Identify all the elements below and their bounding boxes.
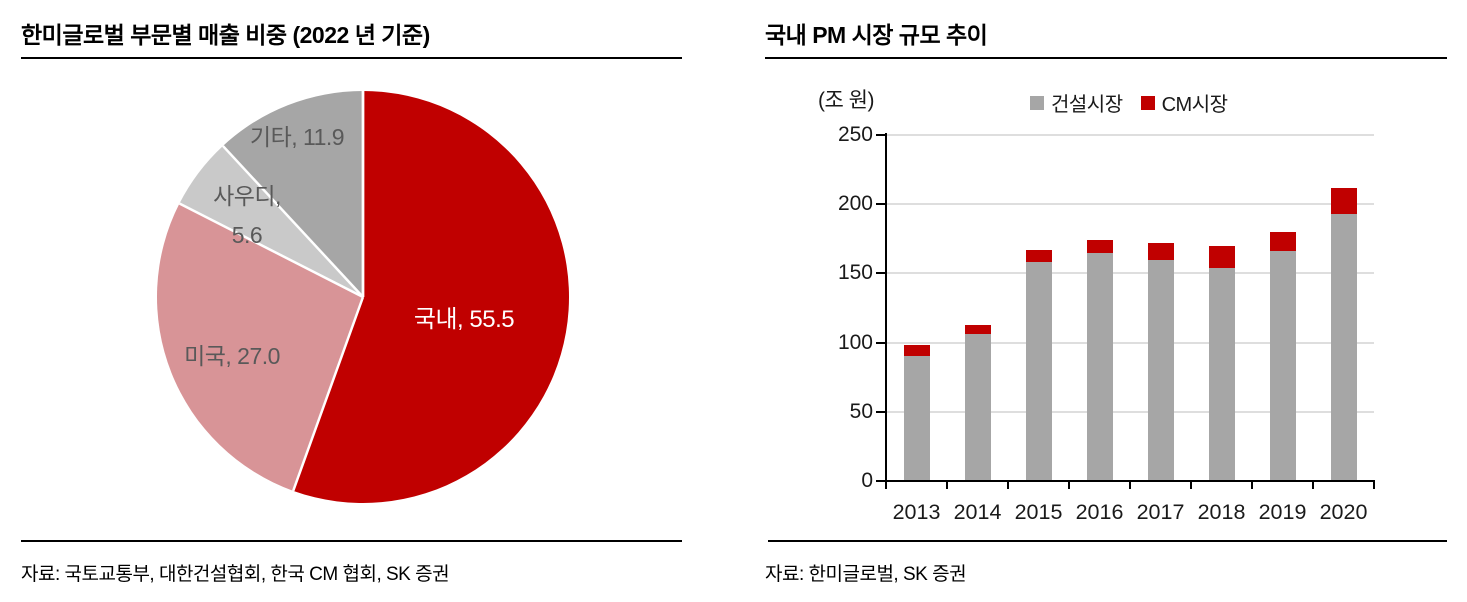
pie-slice-기타 — [222, 91, 363, 297]
pie-slice-국내 — [293, 91, 570, 503]
x-axis-tick — [1373, 482, 1375, 489]
bar-source-text: 자료: 한미글로벌, SK 증권 — [765, 564, 967, 585]
x-tick-label-2020: 2020 — [1319, 500, 1368, 524]
y-axis-labels: 0 50 100 150 200 250 — [785, 123, 873, 492]
pie-slice-사우디 — [179, 145, 363, 297]
bar-bottom-rule — [768, 540, 1447, 542]
y-axis-tick — [876, 480, 886, 482]
legend-swatch-cm — [1140, 95, 1155, 110]
x-axis-tick — [1007, 482, 1009, 489]
bar-construction-2017 — [1147, 259, 1174, 481]
x-axis-labels: 2013 2014 2015 2016 2017 2018 2019 2020 — [886, 499, 1374, 529]
bar-chart-legend: 건설시장 CM시장 — [1030, 88, 1228, 117]
x-tick-label-2015: 2015 — [1014, 500, 1063, 524]
y-tick-label-200: 200 — [837, 192, 873, 216]
x-axis-tick — [1129, 482, 1131, 489]
pie-chart — [156, 91, 570, 503]
bar-cm-2017 — [1147, 242, 1174, 260]
bar-construction-2020 — [1330, 213, 1357, 481]
x-axis-tick — [1312, 482, 1314, 489]
bar-construction-2018 — [1208, 267, 1235, 481]
pie-slice-separator — [222, 145, 364, 298]
bar-construction-2015 — [1025, 262, 1052, 481]
y-tick-label-250: 250 — [837, 123, 873, 146]
y-tick-label-50: 50 — [849, 399, 873, 423]
legend-swatch-construction — [1030, 95, 1044, 110]
bar-chart-title: 국내 PM 시장 규모 추이 — [765, 22, 988, 48]
gridline-50 — [886, 410, 1374, 413]
x-tick-label-2017: 2017 — [1136, 500, 1185, 524]
y-tick-label-0: 0 — [861, 469, 873, 492]
legend-label-construction: 건설시장 — [1051, 94, 1123, 116]
y-axis-tick — [876, 203, 886, 206]
y-axis-tick — [876, 410, 886, 413]
pie-chart-title: 한미글로벌 부문별 매출 비중 (2022 년 기준) — [21, 22, 430, 48]
legend-label-cm: CM시장 — [1161, 94, 1228, 116]
bar-cm-2020 — [1330, 187, 1357, 214]
pie-label-usa: 미국, 27.0 — [184, 343, 280, 369]
bar-cm-2015 — [1025, 249, 1052, 263]
bar-construction-2019 — [1269, 251, 1296, 481]
x-axis-tick — [946, 482, 948, 489]
bar-cm-2018 — [1208, 245, 1235, 268]
pie-label-domestic: 국내, 55.5 — [413, 306, 515, 333]
bar-construction-2013 — [903, 356, 930, 481]
legend-item-construction: 건설시장 — [1030, 88, 1123, 117]
bar-plot-area — [886, 134, 1374, 481]
pie-slice-separator — [178, 202, 364, 299]
bar-cm-2014 — [964, 324, 991, 335]
bar-cm-2019 — [1269, 231, 1296, 252]
bar-cm-2016 — [1086, 240, 1113, 253]
gridline-250 — [886, 134, 1374, 136]
y-axis-unit-label: (조 원) — [818, 89, 874, 112]
x-tick-label-2013: 2013 — [892, 500, 941, 524]
x-tick-label-2019: 2019 — [1258, 500, 1307, 524]
pie-label-saudi-line2: 5.6 — [231, 222, 263, 248]
y-axis-line — [885, 133, 887, 489]
pie-slice-미국 — [156, 203, 363, 491]
y-axis-tick — [876, 134, 886, 136]
pie-slice-separator — [292, 296, 365, 492]
x-axis-tick — [1068, 482, 1070, 489]
x-tick-label-2016: 2016 — [1075, 500, 1124, 524]
y-axis-tick — [876, 341, 886, 344]
bar-construction-2016 — [1086, 252, 1113, 481]
bar-title-rule — [765, 57, 1447, 59]
bar-construction-2014 — [964, 334, 991, 481]
x-axis-tick — [885, 482, 887, 489]
legend-item-cm: CM시장 — [1140, 88, 1228, 117]
gridline-150 — [886, 272, 1374, 275]
gridline-100 — [886, 341, 1374, 344]
x-tick-label-2014: 2014 — [953, 500, 1002, 524]
pie-source-text: 자료: 국토교통부, 대한건설협회, 한국 CM 협회, SK 증권 — [21, 564, 450, 585]
pie-label-saudi-line1: 사우디, — [213, 183, 281, 209]
x-axis-tick — [1251, 482, 1253, 489]
pie-label-etc: 기타, 11.9 — [249, 124, 345, 150]
y-tick-label-100: 100 — [837, 330, 873, 354]
gridline-200 — [886, 203, 1374, 206]
y-axis-tick — [876, 272, 886, 275]
bar-cm-2013 — [903, 345, 930, 357]
x-tick-label-2018: 2018 — [1197, 500, 1246, 524]
pie-title-rule — [21, 57, 682, 59]
x-axis-tick — [1190, 482, 1192, 489]
pie-bottom-rule — [21, 540, 682, 542]
y-tick-label-150: 150 — [837, 261, 873, 285]
x-axis-line — [886, 480, 1375, 482]
